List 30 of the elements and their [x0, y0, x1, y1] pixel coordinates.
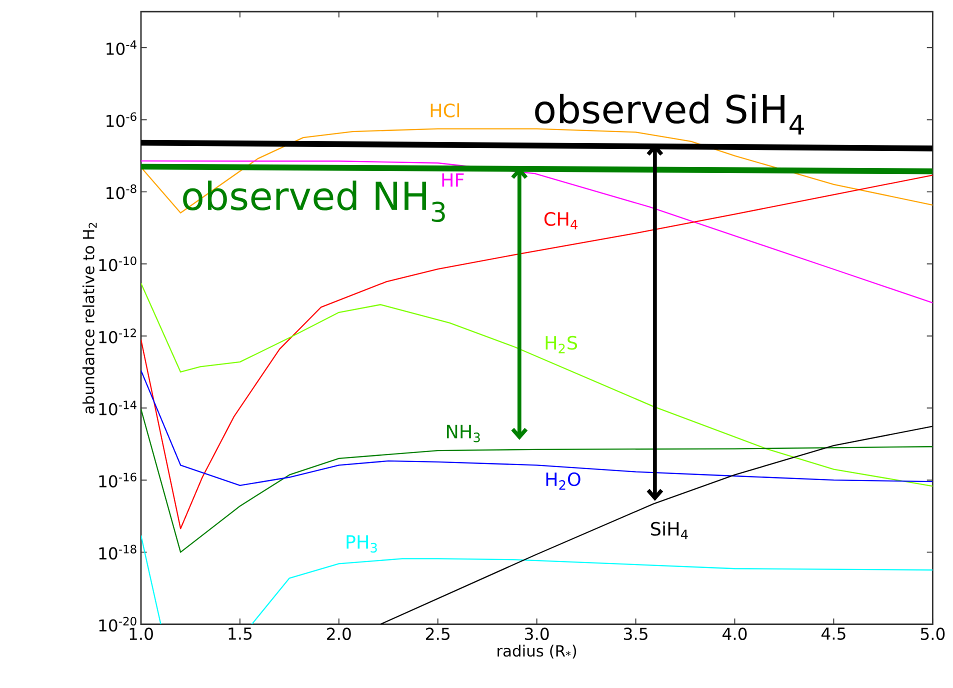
x-tick-label: 2.0 [327, 628, 351, 640]
y-tick-label: 10$^{-8}$ [106, 184, 136, 200]
y-tick-label: 10$^{-18}$ [99, 544, 136, 560]
series-label: CH$_{4}$ [544, 212, 578, 230]
x-tick-label: 2.5 [426, 628, 450, 640]
x-tick-label: 4.5 [821, 628, 846, 640]
x-tick-label: 3.5 [624, 628, 648, 640]
y-tick-label: 10$^{-10}$ [99, 256, 136, 272]
y-tick-label: 10$^{-14}$ [99, 400, 136, 416]
line-series [140, 408, 933, 553]
x-axis-title: radius (R$_{*}$) [498, 644, 576, 658]
x-tick-label: 4.0 [722, 628, 747, 640]
y-axis-title: abundance relative to H$_{2}$ [82, 222, 97, 414]
line-series [140, 160, 933, 304]
series-label: HF [442, 173, 464, 187]
series-label: SiH$_{4}$ [651, 522, 688, 540]
series-label: HCl [430, 103, 459, 118]
line-series [380, 426, 933, 624]
y-tick-label: 10$^{-6}$ [106, 112, 136, 128]
y-tick-label: 10$^{-12}$ [99, 328, 136, 344]
y-tick-label: 10$^{-4}$ [106, 40, 136, 55]
series-label: H$_{2}$S [546, 336, 578, 354]
series-label: PH$_{3}$ [346, 535, 377, 553]
series-label: H$_{2}$O [546, 472, 580, 490]
legend-label: NH$_{3}$ [447, 424, 480, 442]
series-label: observed SiH$_{4}$ [535, 94, 804, 134]
x-tick-label: 1.5 [228, 628, 252, 640]
y-tick-label: 10$^{-16}$ [99, 472, 136, 488]
x-tick-label: 5.0 [920, 628, 945, 640]
x-tick-label: 3.0 [525, 628, 549, 640]
